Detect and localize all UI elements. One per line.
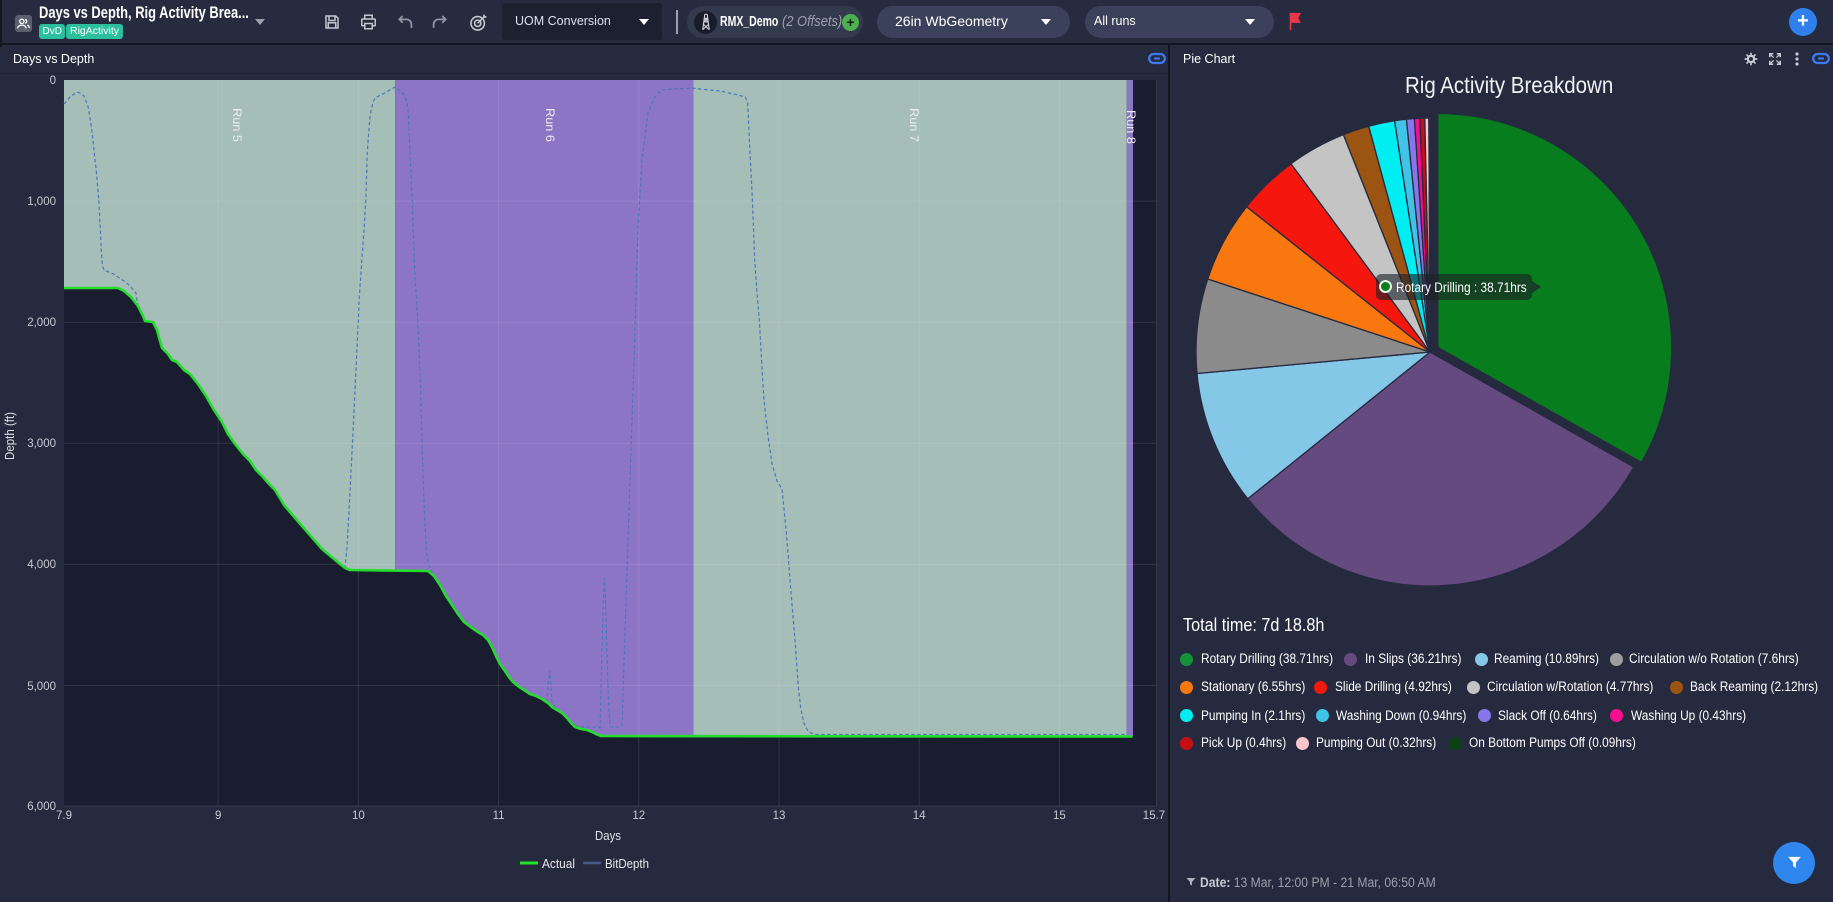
svg-text:0: 0 — [50, 75, 56, 87]
svg-text:Run 5: Run 5 — [230, 108, 244, 142]
svg-text:10: 10 — [352, 810, 365, 822]
svg-text:2,000: 2,000 — [27, 317, 56, 329]
svg-text:9: 9 — [215, 810, 221, 822]
svg-text:15: 15 — [1053, 810, 1066, 822]
svg-text:11: 11 — [493, 810, 505, 822]
svg-text:12: 12 — [632, 810, 645, 822]
svg-text:Days: Days — [595, 828, 621, 843]
svg-text:3,000: 3,000 — [27, 438, 56, 450]
svg-text:BitDepth: BitDepth — [605, 856, 649, 871]
svg-text:Run 8: Run 8 — [1124, 110, 1138, 144]
svg-text:Depth (ft): Depth (ft) — [2, 412, 17, 460]
svg-text:13: 13 — [773, 810, 786, 822]
svg-text:5,000: 5,000 — [27, 681, 56, 693]
svg-text:Actual: Actual — [542, 856, 575, 871]
svg-text:14: 14 — [913, 810, 926, 822]
svg-text:Run 6: Run 6 — [543, 108, 557, 142]
svg-text:4,000: 4,000 — [27, 559, 56, 571]
svg-text:1,000: 1,000 — [27, 196, 56, 208]
svg-text:7.9: 7.9 — [56, 810, 72, 822]
svg-text:Run 7: Run 7 — [907, 108, 921, 142]
svg-text:6,000: 6,000 — [27, 801, 56, 813]
svg-text:15.7: 15.7 — [1143, 810, 1165, 822]
